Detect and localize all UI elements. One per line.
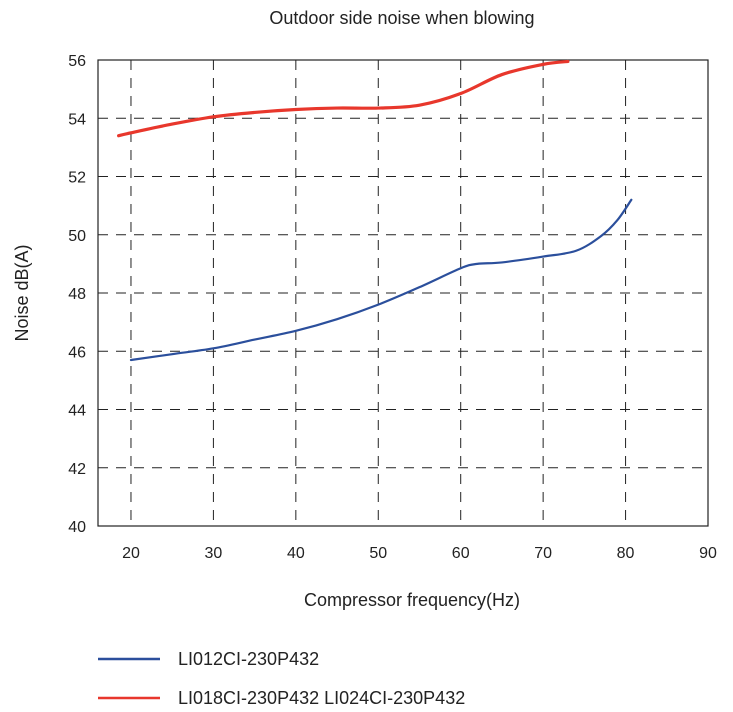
y-tick-label: 54 (68, 111, 86, 128)
x-tick-label: 20 (122, 545, 140, 562)
y-tick-label: 52 (68, 170, 86, 187)
y-tick-label: 40 (68, 519, 86, 536)
x-tick-label: 30 (205, 545, 223, 562)
y-tick-label: 50 (68, 228, 86, 245)
x-tick-label: 90 (699, 545, 717, 562)
plot-frame (97, 59, 709, 527)
x-tick-label: 50 (369, 545, 387, 562)
legend: LI012CI-230P432 LI018CI-230P432 LI024CI-2… (98, 649, 465, 708)
y-tick-label: 56 (68, 53, 86, 70)
series-line (129, 198, 633, 362)
chart-title: Outdoor side noise when blowing (269, 8, 534, 28)
legend-label: LI018CI-230P432 LI024CI-230P432 (178, 688, 465, 708)
series-layer (117, 59, 633, 362)
x-axis-label: Compressor frequency(Hz) (304, 590, 520, 610)
y-tick-label: 44 (68, 403, 86, 420)
y-tick-label: 48 (68, 286, 86, 303)
grid (98, 60, 708, 526)
y-tick-label: 46 (68, 344, 86, 361)
x-tick-label: 40 (287, 545, 305, 562)
y-tick-label: 42 (68, 461, 86, 478)
x-tick-label: 70 (534, 545, 552, 562)
x-tick-label: 60 (452, 545, 470, 562)
legend-label: LI012CI-230P432 (178, 649, 319, 669)
series-line (117, 59, 570, 138)
y-axis-label: Noise dB(A) (12, 244, 32, 341)
x-tick-label: 80 (617, 545, 635, 562)
tick-labels: 20 30 40 50 60 70 80 90 40 42 44 46 48 50 52 54 56 (68, 53, 717, 562)
